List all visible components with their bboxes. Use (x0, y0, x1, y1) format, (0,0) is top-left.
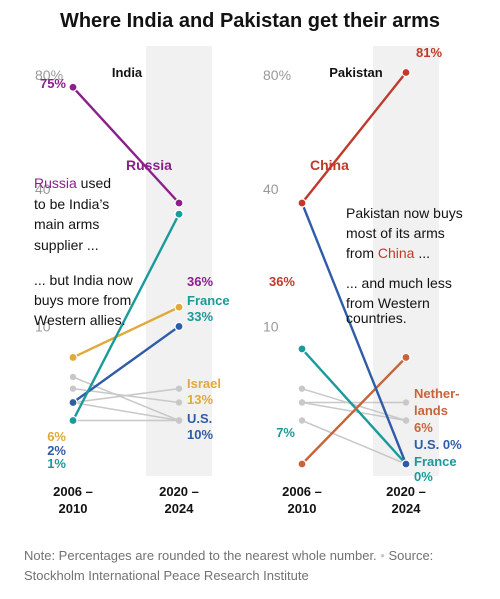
pakistan-annotation-line: from Western (346, 295, 430, 311)
pakistan-annotation-line: Pakistan now buys (346, 205, 463, 221)
india-annotation-line: to be India’s (34, 196, 109, 212)
india-annotation-line: Western allies. (34, 312, 126, 328)
separator-dot: • (380, 548, 385, 563)
pakistan-y-tick-label: 10 (263, 318, 279, 334)
india-france-line (71, 213, 181, 422)
pakistan-china-line (301, 71, 407, 204)
pakistan-netherlands-end-label: lands (414, 403, 448, 418)
chart-title: Where India and Pakistan get their arms (59, 10, 441, 32)
source-text: Source: Stockholm International Peace Re… (24, 548, 434, 583)
pakistan-annotation-line: most of its arms (346, 225, 445, 241)
footnote: Note: Percentages are rounded to the nea… (24, 546, 484, 586)
india-y-tick-label: 10 (35, 318, 51, 334)
pakistan-france-end-label: France (414, 454, 457, 469)
pakistan-netherlands-end-label: 6% (414, 420, 433, 435)
india-israel-line (72, 306, 180, 359)
india-other-point (175, 417, 183, 424)
india-x-tick-label: 2020 – (159, 484, 199, 499)
pakistan-panel-title: Pakistan (329, 65, 383, 80)
pakistan-china-end-point (401, 67, 411, 78)
india-y-tick-label: 80% (35, 67, 63, 83)
pakistan-china-end-label: 81% (416, 45, 442, 60)
india-panel-title: India (112, 65, 143, 80)
india-france-end-point (174, 209, 184, 219)
pakistan-china-series-name: China (310, 157, 349, 173)
india-other-line (72, 401, 180, 422)
india-russia-series-name: Russia (126, 157, 172, 173)
india-x-tick-label: 2024 (165, 501, 195, 516)
india-x-tick-label: 2006 – (53, 484, 93, 499)
india-other-point (69, 385, 77, 392)
pakistan-us-end-label: U.S. 0% (414, 437, 462, 452)
pakistan-x-tick-label: 2006 – (282, 484, 322, 499)
pakistan-annotation-line: ... and much less (346, 275, 452, 291)
india-israel-end-point (174, 302, 184, 312)
pakistan-us-line (300, 202, 408, 465)
pakistan-netherlands-start-point (297, 459, 307, 469)
pakistan-annotation-line: from China ... (346, 245, 430, 261)
pakistan-china-start-point (297, 198, 307, 208)
india-russia-end-point (174, 198, 184, 208)
india-russia-start-point (68, 82, 78, 92)
pakistan-y-tick-label: 80% (263, 67, 291, 83)
pakistan-other-point (298, 385, 306, 392)
india-france-end-label: France (187, 293, 230, 308)
india-israel-end-label: 13% (187, 392, 213, 407)
india-annotation-line: ... but India now (34, 272, 134, 288)
india-israel-start-label: 6% (47, 429, 66, 444)
pakistan-us-end-point (401, 459, 411, 469)
india-x-tick-label: 2010 (59, 501, 88, 516)
note-text: Note: Percentages are rounded to the nea… (24, 548, 377, 563)
india-france-end-label: 33% (187, 309, 213, 324)
pakistan-netherlands-end-label: Nether- (414, 386, 460, 401)
india-annotation-line: supplier ... (34, 237, 99, 253)
pakistan-y-tick-label: 40 (263, 181, 279, 197)
pakistan-x-tick-label: 2020 – (386, 484, 426, 499)
pakistan-france-start-label: 7% (276, 425, 295, 440)
pakistan-other-line (301, 419, 407, 465)
india-russia-end-label: 36% (187, 274, 213, 289)
india-us-end-label: 10% (187, 427, 213, 442)
india-israel-end-label: Israel (187, 376, 221, 391)
pakistan-france-start-point (297, 344, 307, 354)
pakistan-other-point (298, 399, 306, 406)
india-us-end-label: U.S. (187, 411, 212, 426)
pakistan-france-line (301, 348, 407, 465)
india-russia-line (72, 86, 180, 204)
india-us-end-point (174, 321, 184, 332)
india-other-point (175, 399, 183, 406)
pakistan-x-tick-label: 2024 (392, 501, 422, 516)
india-annotation-line: main arms (34, 216, 99, 232)
india-us-start-point (68, 397, 78, 408)
india-france-start-label: 1% (47, 456, 66, 471)
india-other-point (175, 385, 183, 392)
india-annotation-line: buys more from (34, 292, 131, 308)
pakistan-other-point (402, 399, 410, 406)
pakistan-other-point (298, 417, 306, 424)
pakistan-netherlands-line (301, 356, 407, 465)
pakistan-other-line (301, 387, 407, 422)
pakistan-netherlands-end-point (401, 352, 411, 363)
india-us-line (72, 325, 180, 404)
india-us-start-label: 2% (47, 443, 66, 458)
india-france-start-point (68, 415, 78, 426)
pakistan-annotation-line: countries. (346, 310, 407, 326)
india-israel-start-point (68, 352, 78, 363)
india-y-tick-label: 40 (35, 181, 51, 197)
india-annotation-line: Russia used (34, 175, 111, 191)
pakistan-china-start-label: 36% (269, 274, 295, 289)
pakistan-x-tick-label: 2010 (288, 501, 317, 516)
india-other-point (69, 373, 77, 381)
pakistan-other-point (402, 417, 410, 424)
pakistan-france-end-label: 0% (414, 469, 433, 484)
india-other-line (72, 387, 180, 404)
india-russia-start-label: 75% (40, 76, 66, 91)
